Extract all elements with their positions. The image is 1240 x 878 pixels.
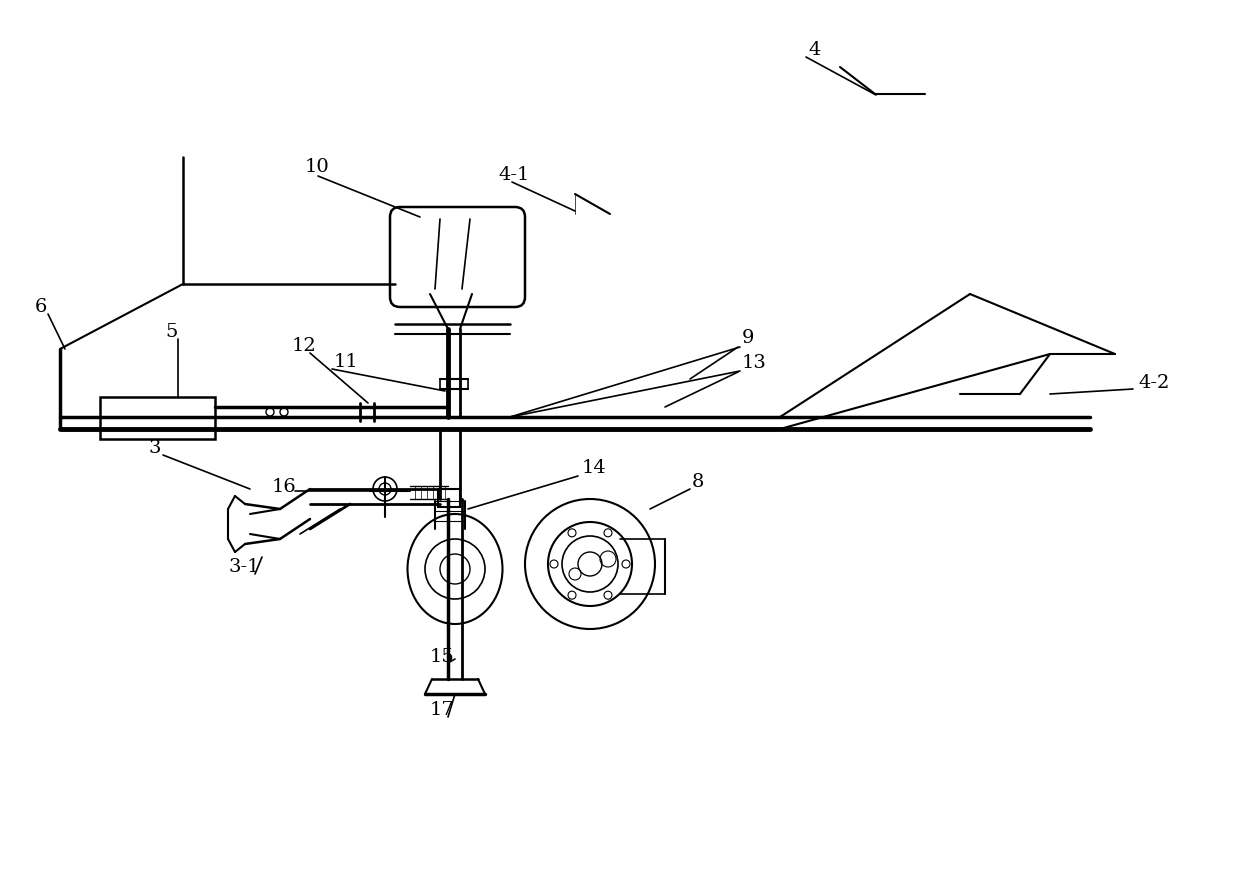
Bar — [438, 489, 460, 507]
Text: 17: 17 — [430, 700, 455, 718]
Text: 4-2: 4-2 — [1138, 373, 1169, 392]
FancyBboxPatch shape — [391, 208, 525, 307]
Text: 3-1: 3-1 — [228, 558, 259, 575]
Text: 15: 15 — [430, 647, 455, 666]
Text: 4-1: 4-1 — [498, 166, 529, 184]
Text: 10: 10 — [305, 158, 330, 176]
Ellipse shape — [525, 500, 655, 630]
Text: 8: 8 — [692, 472, 704, 491]
Text: 6: 6 — [35, 298, 47, 315]
Text: 5: 5 — [165, 322, 177, 341]
Bar — [100, 398, 215, 440]
Text: 16: 16 — [272, 478, 296, 495]
Text: 4: 4 — [808, 41, 821, 59]
Text: 12: 12 — [291, 336, 316, 355]
Text: 9: 9 — [742, 328, 754, 347]
Text: 13: 13 — [742, 354, 766, 371]
Ellipse shape — [408, 515, 502, 624]
Bar — [440, 379, 467, 390]
Text: 11: 11 — [334, 353, 358, 371]
Text: 14: 14 — [582, 458, 606, 477]
Text: 3: 3 — [148, 438, 160, 457]
